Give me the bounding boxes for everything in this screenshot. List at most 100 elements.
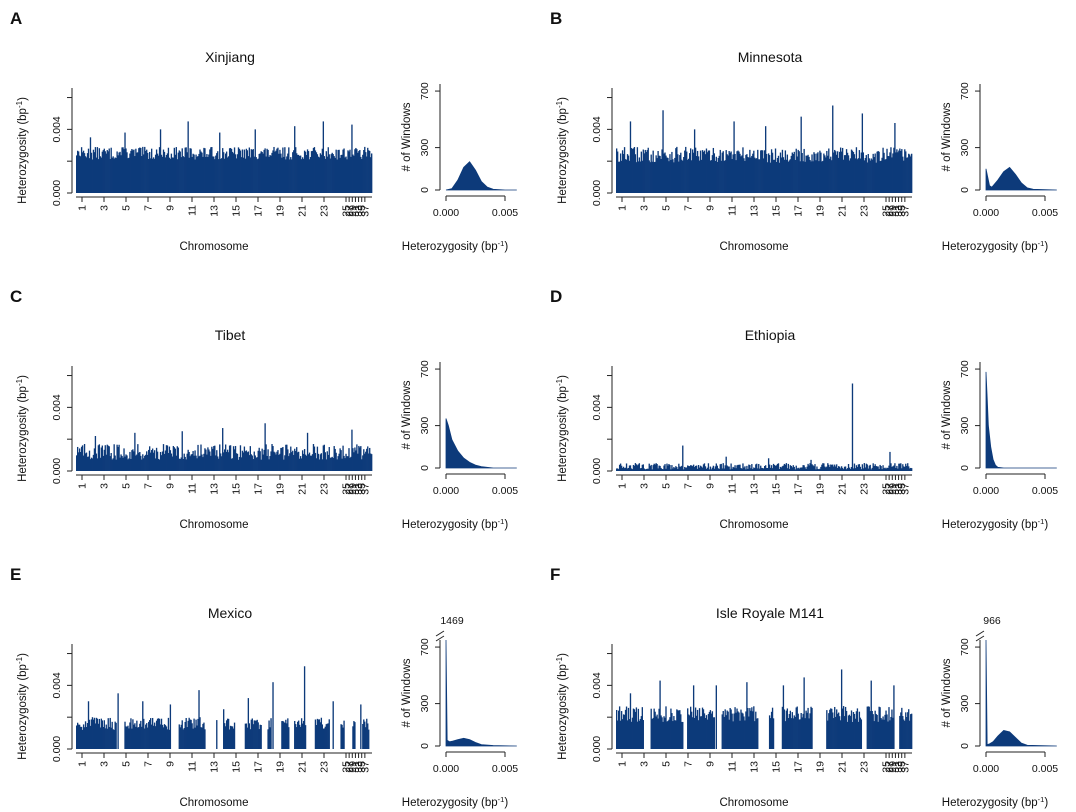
genome-bar (139, 723, 141, 749)
genome-bar (285, 719, 287, 749)
genome-bar (626, 154, 629, 193)
genome-bar (268, 720, 270, 749)
genome-bar (701, 467, 704, 471)
genome-bar (738, 151, 740, 193)
genome-bar (740, 467, 742, 471)
genome-bar (675, 466, 677, 471)
genome-bar (195, 455, 197, 471)
histogram-x-label-text: Heterozygosity (bp (942, 519, 1038, 531)
genome-bar (631, 717, 634, 749)
genome-bar (114, 157, 116, 193)
genome-bar (352, 448, 354, 471)
genome-bar (808, 718, 810, 749)
genome-bar (786, 154, 789, 193)
genome-bar (678, 463, 680, 471)
genome-bar (194, 450, 196, 471)
genome-bar (794, 716, 796, 749)
chromosome-tick-label: 31 (890, 205, 902, 217)
genome-bar (271, 444, 273, 471)
genome-bar (129, 153, 131, 193)
genome-bar (893, 685, 895, 749)
genome-bar (908, 466, 910, 471)
genome-bar (851, 383, 854, 471)
genome-bar (705, 715, 708, 749)
genome-bar (77, 724, 80, 749)
genome-bar (812, 465, 814, 471)
genome-bar (184, 721, 186, 749)
chromosome-tick-label: 5 (121, 761, 133, 767)
genome-bar (622, 153, 625, 193)
genome-bar (794, 469, 796, 471)
genome-bar (78, 448, 81, 471)
histogram-break-label: 966 (983, 615, 1001, 627)
genome-bar (245, 148, 248, 193)
genome-bar (851, 721, 854, 749)
genome-bar (667, 157, 669, 193)
genome-bar (623, 147, 626, 193)
genome-bar (129, 451, 131, 471)
genome-bar (695, 465, 698, 471)
genome-bar (212, 448, 214, 471)
genome-bar (775, 162, 778, 193)
genome-y-label-text: Heterozygosity (bp (17, 664, 29, 760)
chromosome-tick-label: 27 (344, 205, 356, 217)
genome-bar (661, 149, 663, 193)
genome-bar (135, 148, 137, 193)
chromosome-tick-label: 9 (165, 483, 177, 489)
genome-bar (859, 466, 862, 471)
chromosome-tick-label: 15 (231, 205, 243, 217)
genome-bar (657, 718, 659, 749)
genome-bar (189, 456, 191, 471)
genome-bar (658, 708, 660, 749)
genome-bar (714, 466, 717, 471)
genome-bar (673, 162, 675, 193)
genome-bar (794, 159, 796, 193)
genome-bar (251, 455, 253, 471)
genome-bar (904, 720, 906, 749)
genome-bar (255, 457, 257, 471)
genome-bar (640, 151, 643, 193)
genome-bar (260, 724, 262, 749)
genome-bars (616, 669, 913, 749)
genome-bar (735, 160, 737, 193)
genome-bar (619, 153, 622, 193)
genome-bar (824, 155, 826, 193)
genome-bar (332, 154, 334, 193)
histogram-x-tick-label: 0.005 (492, 207, 518, 219)
genome-bar (358, 445, 360, 471)
genome-bar (217, 151, 219, 193)
genome-bar (100, 157, 103, 193)
genome-bar (731, 468, 733, 471)
genome-bar (836, 464, 838, 471)
genome-bar (749, 465, 751, 471)
genome-bar (221, 456, 223, 471)
genome-bar (710, 469, 713, 471)
genome-bar (852, 712, 855, 749)
chromosome-tick-label: 19 (275, 483, 287, 495)
genome-bar (880, 718, 882, 749)
genome-bar (352, 154, 354, 193)
genome-bar (298, 458, 301, 471)
genome-bar (226, 157, 229, 193)
genome-bar (762, 468, 764, 471)
genome-bar (834, 706, 836, 749)
genome-y-tick-label: 0.000 (591, 180, 603, 206)
histogram-x-tick-label: 0.005 (1032, 485, 1058, 497)
genome-bar (634, 711, 637, 749)
histogram-x-tick-label: 0.005 (492, 763, 518, 775)
genome-bar (127, 459, 129, 471)
genome-bar (752, 153, 754, 193)
genome-bar (140, 455, 142, 471)
genome-bar (232, 153, 235, 193)
genome-bar (252, 459, 254, 471)
genome-bar (99, 727, 102, 749)
genome-bar (304, 454, 307, 471)
genome-bar (682, 721, 684, 749)
genome-bar (723, 160, 725, 193)
genome-bar (141, 459, 143, 471)
genome-bar (864, 467, 866, 471)
genome-bar (662, 469, 664, 471)
genome-bar (317, 719, 320, 749)
